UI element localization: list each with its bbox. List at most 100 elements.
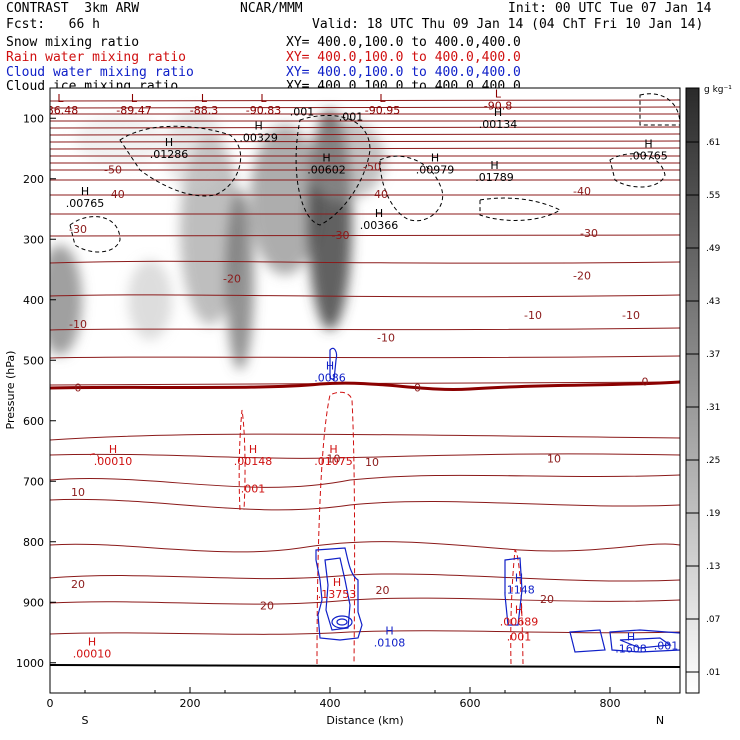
extremum-symbol: H — [88, 635, 96, 648]
extremum-value: -89.47 — [116, 104, 151, 117]
extremum-symbol: H — [254, 119, 262, 132]
extremum-symbol: H — [329, 443, 337, 456]
colorbar-tick-label: .13 — [706, 562, 720, 572]
y-axis-label: Pressure (hPa) — [4, 351, 17, 430]
y-tick-label: 800 — [23, 536, 44, 549]
init-time: Init: 00 UTC Tue 07 Jan 14 — [508, 1, 712, 16]
extremum-value: -90.8 — [484, 99, 512, 112]
extremum-symbol: H — [165, 136, 173, 149]
x-tick-label: 600 — [460, 697, 481, 710]
extremum-value: -90.83 — [246, 104, 281, 117]
isotherm-label: -30 — [580, 227, 598, 240]
x-tick-label: 400 — [320, 697, 341, 710]
colorbar-tick-label: .49 — [706, 244, 721, 254]
freezing-level-line — [50, 380, 680, 391]
extremum-symbol: L — [201, 92, 208, 105]
forecast-hour: Fcst: 66 h — [6, 17, 100, 32]
x-tick-label: 0 — [47, 697, 54, 710]
y-tick-label: 900 — [23, 596, 44, 609]
y-tick-label: 1000 — [16, 657, 44, 670]
extremum-value: .001 — [290, 105, 315, 118]
extremum-value: -86.48 — [43, 104, 78, 117]
isotherm-label: 0 — [75, 381, 82, 394]
isotherm-label: -10 — [524, 309, 542, 322]
extremum-symbol: H — [109, 443, 117, 456]
model-title: CONTRAST 3km ARW — [6, 1, 140, 16]
isotherm-label: 0 — [642, 375, 649, 388]
isotherm-label: 20 — [376, 584, 390, 597]
colorbar-tick-label: .19 — [706, 509, 721, 519]
isotherm-label: 10 — [365, 456, 379, 469]
extremum-symbol: H — [494, 106, 502, 119]
field-xy-cloud-water: XY= 400.0,100.0 to 400.0,400.0 — [286, 65, 521, 80]
extremum-value: .0086 — [314, 372, 346, 385]
x-tick-label: 800 — [600, 697, 621, 710]
colorbar-tick-label: .07 — [706, 615, 720, 625]
extremum-value: .01286 — [150, 148, 189, 161]
extremum-value: .1608 — [615, 643, 647, 656]
y-tick-label: 400 — [23, 294, 44, 307]
extremum-symbol: H — [431, 151, 439, 164]
colorbar-tick-label: .55 — [706, 191, 720, 201]
extremum-value: .00134 — [479, 118, 518, 131]
extremum-value: .00010 — [94, 455, 133, 468]
isotherm-lines — [50, 99, 680, 635]
field-name-rain: Rain water mixing ratio — [6, 50, 187, 65]
isotherm-label: 20 — [71, 578, 85, 591]
colorbar-tick-label: .61 — [706, 138, 720, 148]
extremum-symbol: L — [131, 92, 138, 105]
colorbar-tick-label: .31 — [706, 403, 720, 413]
y-tick-label: 700 — [23, 475, 44, 488]
extremum-value: .0108 — [374, 637, 406, 650]
extremum-value: .01075 — [314, 455, 353, 468]
extremum-symbol: H — [515, 571, 523, 584]
y-tick-label: 100 — [23, 112, 44, 125]
extremum-symbol: L — [57, 92, 64, 105]
extremum-value: .01789 — [475, 171, 514, 184]
extremum-symbol: H — [490, 159, 498, 172]
isotherm-label: 20 — [540, 593, 554, 606]
x-axis-label: Distance (km) — [326, 714, 403, 727]
extremum-value: .00148 — [234, 455, 273, 468]
extremum-symbol: H — [644, 138, 652, 151]
field-name-cloud-water: Cloud water mixing ratio — [6, 65, 194, 80]
colorbar-unit: g kg⁻¹ — [704, 85, 732, 95]
extremum-symbol: H — [375, 207, 383, 220]
isotherm-label: -20 — [223, 273, 241, 286]
extremum-value: .001 — [241, 482, 266, 495]
isotherm-label: -30 — [69, 223, 87, 236]
isotherm-label: 20 — [260, 599, 274, 612]
extremum-symbol: L — [495, 87, 502, 100]
isotherm-label: -20 — [573, 270, 591, 283]
extremum-value: .00689 — [500, 615, 539, 628]
isotherm-label: 10 — [71, 486, 85, 499]
field-xy-snow: XY= 400.0,100.0 to 400.0,400.0 — [286, 35, 521, 50]
colorbar — [685, 87, 700, 694]
institution-label: NCAR/MMM — [240, 1, 303, 16]
colorbar-tick-label: .01 — [706, 668, 720, 678]
isotherm-label: -10 — [69, 318, 87, 331]
isotherm-label: -50 — [104, 164, 122, 177]
isotherm-label: 10 — [547, 452, 561, 465]
south-label: S — [82, 714, 89, 727]
extremum-value: .00979 — [416, 163, 455, 176]
extremum-symbol: H — [326, 360, 334, 373]
north-label: N — [656, 714, 664, 727]
extremum-symbol: H — [81, 185, 89, 198]
valid-time: Valid: 18 UTC Thu 09 Jan 14 (04 ChT Fri … — [312, 17, 704, 32]
extremum-value: -90.95 — [365, 104, 400, 117]
rain-contours — [89, 391, 524, 665]
extremum-value: .001 — [339, 110, 364, 123]
extremum-value: -88.3 — [190, 104, 218, 117]
extremum-value: .001 — [654, 640, 679, 653]
colorbar-tick-label: .25 — [706, 456, 720, 466]
surface-line — [50, 664, 680, 668]
extremum-value: .00765 — [66, 197, 105, 210]
extremum-value: .13753 — [318, 588, 357, 601]
field-name-snow: Snow mixing ratio — [6, 35, 140, 50]
extremum-symbol: H — [333, 576, 341, 589]
y-tick-label: 200 — [23, 173, 44, 186]
isotherm-label: -10 — [377, 331, 395, 344]
isotherm-label: -30 — [332, 229, 350, 242]
